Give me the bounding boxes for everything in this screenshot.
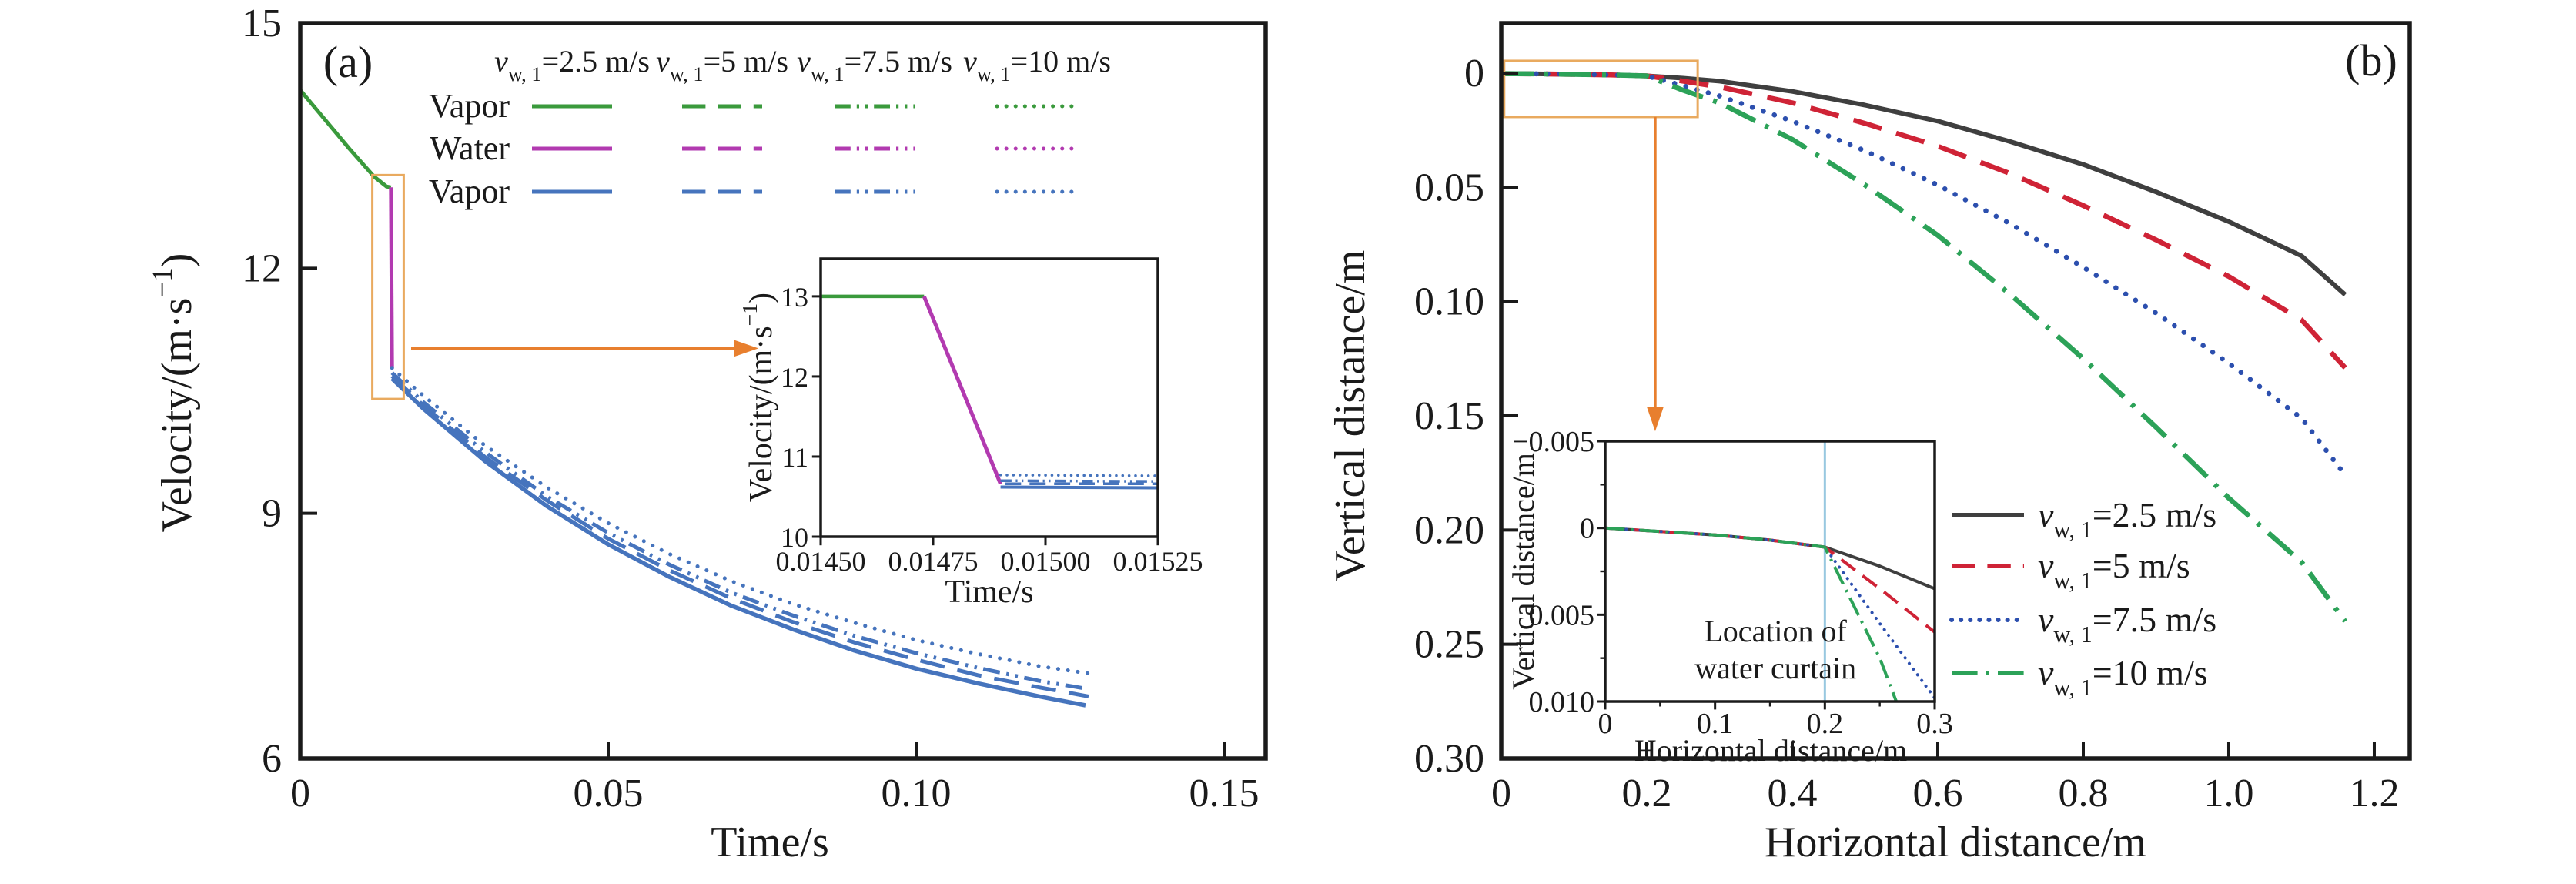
series-trajectory-vw7.5-curve	[1501, 71, 2348, 478]
y-axis-tick-label: 0.25	[1414, 623, 1484, 667]
y-axis-tick-label: 0	[1464, 52, 1484, 95]
panel-b: 0 0.2 0.4 0.6 0.8 1.0 1.200.050.100.150.200.25…	[1326, 21, 2412, 866]
series-inset-trajectory-vw10-curve	[1605, 526, 1898, 702]
legend-row-label: Vapor	[429, 87, 510, 125]
y-axis-tick-label: 9	[262, 492, 282, 536]
panel-a: 0 0.05 0.10 0.15 6 9 12 15 Time/s Velocity/(m·s−1…	[146, 2, 1268, 866]
y-axis-tick-label: 0.05	[1414, 166, 1484, 209]
x-axis-title: Time/s	[711, 819, 829, 866]
y-axis-tick-label: −0.005	[1512, 426, 1594, 458]
y-axis-tick-label: 15	[242, 2, 282, 45]
x-axis-tick-label: 0.2	[1621, 772, 1671, 815]
y-axis-tick-label: 0.10	[1414, 280, 1484, 324]
series-vapor-after-vw5-curve	[390, 374, 1089, 698]
inset-background	[821, 259, 1158, 537]
legend-entry-label: vw, 1=7.5 m/s	[2038, 600, 2216, 648]
x-axis-tick-label: 1.0	[2203, 772, 2253, 815]
y-axis-tick-label: 0.005	[1529, 599, 1595, 631]
legend-row-label: Water	[430, 129, 510, 167]
legend-entry-label: vw, 1=10 m/s	[2038, 653, 2208, 701]
y-axis-title: Velocity/(m·s−1)	[738, 293, 779, 502]
legend-header-label: vw, 1=5 m/s	[656, 44, 788, 85]
plot-border	[819, 257, 1159, 538]
x-axis-tick-label: 0	[1491, 772, 1511, 815]
x-axis-tick-label: 0.15	[1189, 772, 1260, 815]
legend-row-label: Vapor	[429, 172, 510, 210]
y-axis-tick-label: 6	[262, 737, 282, 781]
legend-entry-label: vw, 1=5 m/s	[2038, 546, 2190, 594]
x-axis-tick-label: 0.01525	[1113, 546, 1203, 577]
y-axis-title: Velocity/(m·s−1)	[146, 253, 201, 533]
plot-border	[298, 21, 1268, 761]
x-axis-tick-label: 0.01450	[776, 546, 866, 577]
series-water-curtain-drop-curve	[389, 187, 394, 368]
x-axis-tick-label: 0.01475	[888, 546, 979, 577]
x-axis-tick-label: 0.4	[1767, 772, 1817, 815]
y-axis-tick-label: 0.30	[1414, 737, 1484, 781]
x-axis-tick-label: 0.05	[574, 772, 644, 815]
y-axis-tick-label: 11	[781, 442, 808, 473]
y-axis-tick-label: 0.010	[1529, 686, 1595, 718]
plot-border	[1499, 21, 2412, 761]
series-vapor-after-vw2.5-curve	[390, 377, 1086, 708]
x-axis-tick-label: 0.10	[882, 772, 952, 815]
x-axis-tick-label: 0.01500	[1001, 546, 1091, 577]
zoom-region-rect	[1503, 59, 1699, 119]
x-axis-tick-label: 0.2	[1807, 708, 1844, 740]
y-axis-tick-label: 0.15	[1414, 394, 1484, 438]
series-inset-water-drop-curve	[922, 295, 1002, 485]
legend-header-label: vw, 1=10 m/s	[963, 44, 1111, 85]
y-axis-tick-label: 0	[1580, 513, 1594, 545]
x-axis-tick-label: 0.3	[1916, 708, 1953, 740]
annotation-text: Location of	[1704, 614, 1847, 648]
y-axis-title: Vertical distance/m	[1506, 453, 1541, 690]
x-axis-title: Horizontal distance/m	[1634, 733, 1907, 768]
legend-entry-label: vw, 1=2.5 m/s	[2038, 495, 2216, 543]
x-axis-tick-label: 1.2	[2349, 772, 2399, 815]
series-inset-trajectory-vw7.5-curve	[1605, 526, 1935, 700]
panel-letter: (b)	[2345, 35, 2397, 85]
panel-a_inset: 0.01450 0.01475 0.01500 0.01525 10 11 12 13 Time…	[738, 257, 1203, 610]
annotation-text: water curtain	[1694, 651, 1856, 685]
series-trajectory-vw10-curve	[1501, 71, 2347, 623]
zoom-region-rect	[371, 173, 405, 400]
x-axis-tick-label: 0	[290, 772, 310, 815]
panel-letter: (a)	[323, 37, 373, 87]
y-axis-title: Vertical distance/m	[1326, 250, 1374, 582]
zoom-arrow-head-icon	[1646, 407, 1664, 432]
x-axis-tick-label: 0.6	[1912, 772, 1962, 815]
inset-background	[1605, 441, 1935, 702]
x-axis-title: Time/s	[945, 574, 1033, 610]
y-axis-tick-label: 13	[781, 282, 808, 313]
y-axis-tick-label: 0.20	[1414, 508, 1484, 552]
x-axis-title: Horizontal distance/m	[1765, 819, 2146, 866]
legend-header-label: vw, 1=2.5 m/s	[494, 44, 650, 85]
series-inset-vapor-vw10-curve	[999, 474, 1158, 477]
x-axis-tick-label: 0	[1598, 708, 1613, 740]
series-vapor-before-curtain-curve	[300, 89, 392, 189]
y-axis-tick-label: 12	[242, 246, 282, 290]
zoom-arrow-head-icon	[734, 340, 759, 357]
y-axis-tick-label: 10	[781, 522, 808, 553]
series-inset-vapor-vw2.5-curve	[1000, 485, 1158, 490]
series-trajectory-vw2.5-curve	[1501, 71, 2347, 296]
legend-header-label: vw, 1=7.5 m/s	[797, 44, 952, 85]
x-axis-tick-label: 0.8	[2058, 772, 2108, 815]
y-axis-tick-label: 12	[781, 362, 808, 393]
x-axis-tick-label: 0.1	[1697, 708, 1734, 740]
